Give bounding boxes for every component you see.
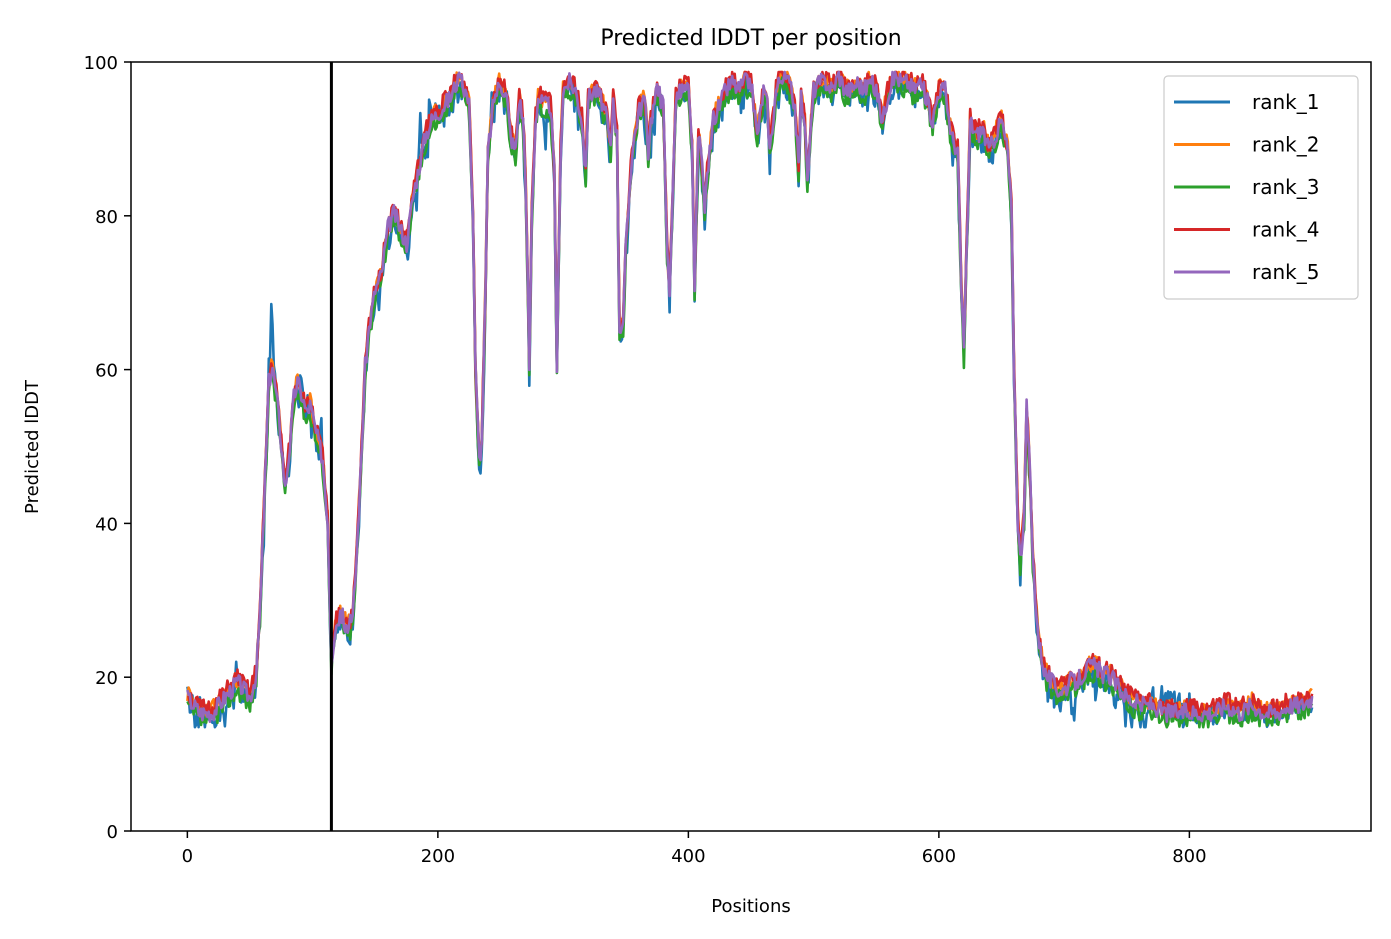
x-axis: 0 200 400 600 800 <box>182 831 1207 867</box>
x-tick-label: 800 <box>1172 846 1206 867</box>
y-axis-label: Predicted lDDT <box>22 379 43 514</box>
x-tick-label: 600 <box>922 846 956 867</box>
x-tick-label: 400 <box>671 846 705 867</box>
x-tick-label: 0 <box>182 846 193 867</box>
y-tick-label: 80 <box>95 207 118 228</box>
legend-label-rank_1: rank_1 <box>1252 90 1319 114</box>
legend-label-rank_5: rank_5 <box>1252 260 1319 284</box>
series-line-rank_5 <box>186 70 1314 724</box>
y-tick-label: 100 <box>84 53 118 74</box>
y-axis: 0 20 40 60 80 100 <box>84 53 131 843</box>
y-tick-label: 20 <box>95 668 118 689</box>
chart-title: Predicted lDDT per position <box>600 26 901 51</box>
legend-label-rank_4: rank_4 <box>1252 218 1319 242</box>
y-tick-label: 40 <box>95 514 118 535</box>
plot-frame <box>130 61 1372 832</box>
x-tick-label: 200 <box>421 846 455 867</box>
legend-label-rank_2: rank_2 <box>1252 133 1319 157</box>
legend-label-rank_3: rank_3 <box>1252 175 1319 199</box>
plot-area <box>130 61 1372 832</box>
y-tick-label: 0 <box>107 822 118 843</box>
series-layer <box>186 70 1314 729</box>
legend: rank_1 rank_2 rank_3 rank_4 rank_5 <box>1163 75 1359 300</box>
y-tick-label: 60 <box>95 361 118 382</box>
legend-box <box>1163 75 1359 300</box>
x-axis-label: Positions <box>711 896 790 917</box>
